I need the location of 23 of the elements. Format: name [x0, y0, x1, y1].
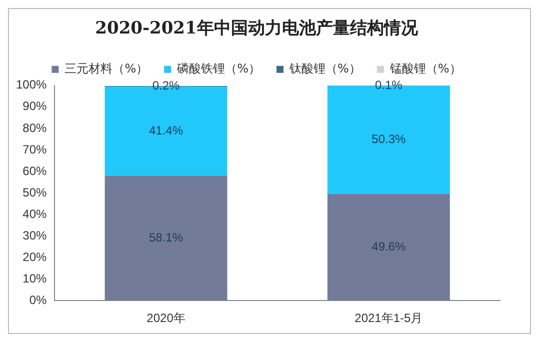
y-tick-label: 30% — [22, 228, 48, 242]
y-tick-label: 70% — [22, 142, 48, 156]
y-tick-label: 40% — [22, 206, 48, 221]
data-label: 41.4% — [149, 123, 184, 138]
y-tick-label: 90% — [22, 99, 48, 114]
legend-label: 磷酸铁锂（%） — [176, 62, 261, 76]
y-tick-label: 50% — [22, 185, 48, 200]
y-tick-label: 80% — [22, 120, 48, 135]
y-tick-label: 60% — [22, 164, 48, 178]
legend-label: 钛酸锂（%） — [288, 62, 361, 76]
y-tick-label: 100% — [16, 78, 48, 92]
chart-title: 2020-2021年中国动力电池产量结构情况 — [95, 18, 419, 39]
legend-label: 锰酸锂（%） — [388, 62, 462, 76]
data-label: 49.6% — [372, 240, 406, 254]
data-label: 0.2% — [152, 78, 180, 93]
x-tick-label: 2020年 — [146, 311, 186, 326]
data-label: 50.3% — [372, 132, 406, 146]
y-tick-label: 10% — [22, 271, 48, 286]
y-tick-label: 0% — [29, 292, 48, 307]
x-tick-label: 2021年1-5月 — [354, 311, 423, 326]
legend-label: 三元材料（%） — [64, 62, 148, 76]
data-label: 58.1% — [149, 230, 184, 244]
y-tick-label: 20% — [22, 250, 48, 264]
